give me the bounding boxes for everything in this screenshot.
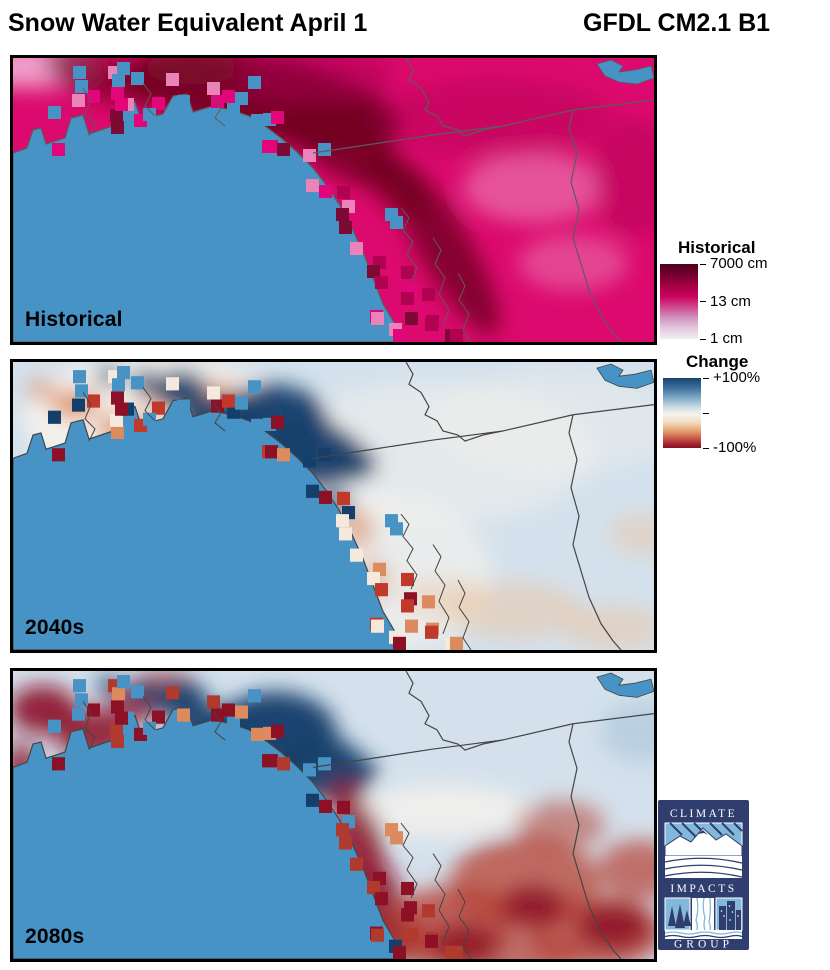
- logo-mountain-scene: [664, 822, 743, 857]
- coastline-detail: [82, 696, 472, 959]
- change-tick-max-label: +100%: [713, 369, 761, 387]
- climate-impacts-group-logo: CLIMATE: [658, 800, 749, 950]
- ocean-region: [13, 706, 406, 959]
- change-colorbar: [663, 378, 701, 448]
- lake: [596, 363, 654, 389]
- logo-line-climate: CLIMATE: [670, 808, 737, 820]
- legend-historical: Historical 7000 cm 13 cm 1 cm: [660, 238, 768, 347]
- coastal-grid-cells: [48, 675, 463, 959]
- logo-line-impacts: IMPACTS: [670, 883, 736, 895]
- map-panel-2080s: 2080s: [10, 668, 657, 962]
- coastline-detail: [82, 387, 472, 650]
- change-2080s-map: [13, 671, 654, 959]
- cig-logo-graphic: CLIMATE: [658, 800, 749, 950]
- tick-mark: [700, 263, 706, 265]
- tick-mark: [700, 301, 706, 302]
- tick-mark: [703, 447, 709, 449]
- logo-river-band: [664, 930, 743, 939]
- legend-historical-title: Historical: [678, 238, 756, 257]
- page-title: Snow Water Equivalent April 1: [8, 9, 368, 37]
- coastal-grid-cells: [48, 366, 463, 650]
- change-tick-min-label: -100%: [713, 439, 757, 457]
- lake: [596, 672, 654, 698]
- tick-mark: [703, 377, 709, 379]
- historical-tick-mid-label: 13 cm: [710, 292, 751, 310]
- coastline-detail: [82, 82, 472, 342]
- panel-label-historical: Historical: [25, 308, 123, 331]
- logo-forest-waterfall-city-scene: [664, 897, 743, 931]
- historical-tick-max-label: 7000 cm: [710, 255, 768, 273]
- panel-label-2080s: 2080s: [25, 925, 85, 948]
- tick-mark: [700, 338, 706, 340]
- historical-colorbar: [660, 264, 698, 339]
- logo-line-group: GROUP: [674, 939, 733, 951]
- lake: [596, 59, 654, 85]
- political-border-lines: [312, 671, 654, 959]
- logo-field-rows: [664, 856, 743, 878]
- political-border-lines: [312, 362, 654, 650]
- change-2040s-map: [13, 362, 654, 650]
- map-panel-historical: Historical: [10, 55, 657, 345]
- ocean-region: [13, 397, 406, 650]
- historical-map: [13, 58, 654, 342]
- map-panel-2040s: 2040s: [10, 359, 657, 653]
- legend-change: Change +100% -100%: [660, 352, 760, 456]
- legend-change-title: Change: [686, 352, 749, 371]
- tick-mark: [703, 412, 709, 414]
- historical-tick-min-label: 1 cm: [710, 330, 743, 348]
- model-scenario-title: GFDL CM2.1 B1: [583, 9, 771, 37]
- panel-label-2040s: 2040s: [25, 616, 85, 639]
- coastal-grid-cells: [48, 62, 463, 342]
- political-border-lines: [312, 58, 654, 342]
